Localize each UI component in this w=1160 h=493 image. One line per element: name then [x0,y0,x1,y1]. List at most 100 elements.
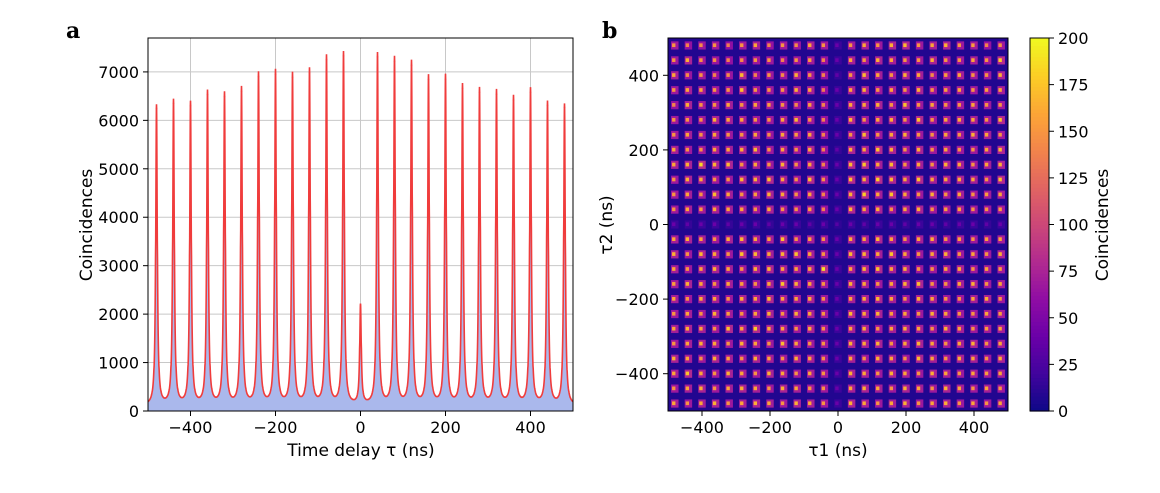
colorbar-segment [1030,194,1049,199]
heatmap-cell [685,177,690,182]
heatmap-cell [780,311,785,316]
heatmap-cell [740,177,744,182]
heatmap-cell [903,117,907,122]
heatmap-cell [726,356,730,361]
colorbar-segment [1030,82,1049,88]
heatmap-cell [767,58,771,62]
colorbar: 0 25 50 75 100 125 150 175 200 [1029,29,1089,421]
colorbar-segment [1030,314,1049,319]
heatmap-cell [957,296,962,301]
colorbar-segment [1030,269,1049,274]
heatmap-cell [944,43,948,48]
peak-marker [240,90,243,93]
heatmap-cell [889,386,894,391]
heatmap-cell [699,43,703,48]
heatmap-cell [916,192,921,197]
heatmap-cell [998,237,1002,242]
heatmap-cell [821,386,826,391]
heatmap-cell [726,326,730,331]
heatmap-cell [998,207,1002,212]
colorbar-segment [1030,340,1049,345]
heatmap-cell [984,356,989,361]
heatmap-cell [672,132,676,137]
y-tick-label: 0 [649,216,659,235]
colorbar-segment [1030,291,1049,296]
heatmap-cell [726,341,730,346]
heatmap-cell [835,341,839,346]
x-tick-label: −400 [169,418,213,437]
heatmap-cell [876,237,880,242]
heatmap-cell [862,88,866,92]
heatmap-cell [740,401,744,406]
colorbar-tick-label: 75 [1058,262,1078,281]
heatmap-cell [889,296,894,301]
x-tick-label: −200 [748,418,792,437]
colorbar-segment [1030,325,1049,330]
heatmap-cell [984,117,989,122]
heatmap-cell [753,252,758,256]
heatmap-cell [712,132,717,137]
heatmap-cell [821,88,826,92]
heatmap-cell [957,386,962,391]
heatmap-cell [944,371,948,376]
heatmap-cell [984,58,989,62]
heatmap-cell [971,117,975,122]
colorbar-tick-label: 125 [1058,169,1089,188]
colorbar-segment [1030,246,1049,252]
colorbar-segment [1030,302,1049,308]
heatmap-cell [794,207,798,212]
heatmap-cell [848,88,853,92]
heatmap-cell [740,386,744,391]
heatmap-cell [740,88,744,92]
heatmap-cell [753,147,758,152]
x-tick-label: 400 [515,418,546,437]
y-axis-label-a: Coincidences [77,169,97,282]
heatmap-cell [685,282,690,286]
heatmap-cell [726,117,730,122]
heatmap-cell [794,311,798,316]
heatmap-cell [889,207,894,212]
heatmap-cell [740,296,744,301]
heatmap-cell [944,282,948,286]
heatmap-cell [876,282,880,286]
colorbar-segment [1030,198,1049,203]
heatmap-cell [835,58,839,62]
heatmap-cell [930,371,934,376]
heatmap-cell [780,401,785,406]
peak-marker [563,106,566,109]
colorbar-tick-label: 0 [1058,402,1068,421]
y-tick-label: 2000 [98,305,139,324]
heatmap-cell [685,237,690,242]
heatmap-cell [780,237,785,242]
heatmap-cell [835,296,839,301]
heatmap-cell [998,267,1002,271]
colorbar-segment [1030,123,1049,129]
heatmap-cell [685,73,690,77]
heatmap-cell [685,401,690,406]
heatmap-cell [726,222,730,227]
colorbar-segment [1030,384,1049,390]
heatmap-cell [957,43,962,48]
heatmap-cell [699,58,703,62]
heatmap-cell [753,117,758,122]
heatmap-cell [726,311,730,316]
heatmap-cell [903,386,907,391]
heatmap-cell [998,222,1002,227]
heatmap-cell [753,282,758,286]
heatmap-cell [794,117,798,122]
heatmap-cell [862,296,866,301]
heatmap-cell [740,132,744,137]
heatmap-cell [767,192,771,197]
heatmap-cell [821,371,826,376]
heatmap-cell [889,371,894,376]
heatmap-cell [726,207,730,212]
heatmap-cell [916,222,921,227]
heatmap-cell [889,252,894,256]
heatmap-cell [808,207,812,212]
heatmap-cell [672,296,676,301]
heatmap-cell [889,73,894,77]
heatmap-cell [835,237,839,242]
heatmap-cell [916,237,921,242]
y-tick-label: 200 [628,141,659,160]
heatmap-cell [808,88,812,92]
